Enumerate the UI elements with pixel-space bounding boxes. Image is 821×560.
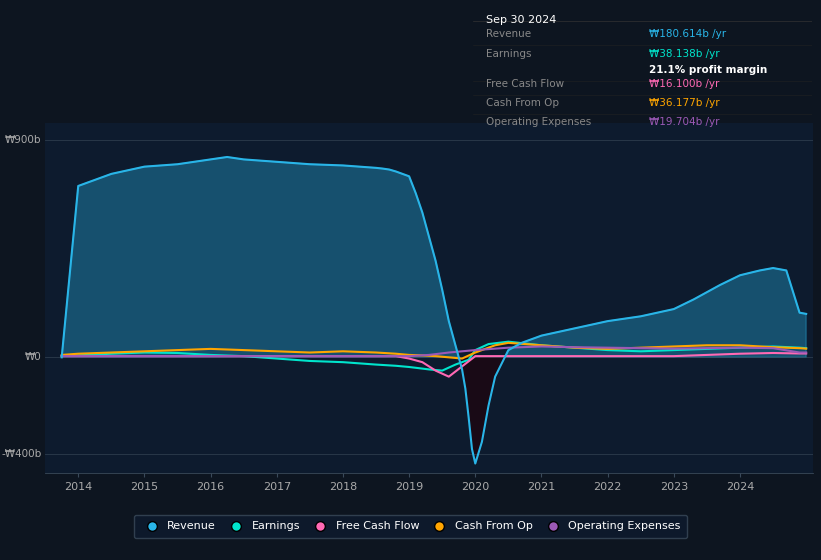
Text: Revenue: Revenue xyxy=(487,29,531,39)
Text: -₩400b: -₩400b xyxy=(1,449,41,459)
Text: ₩38.138b /yr: ₩38.138b /yr xyxy=(649,49,720,59)
Text: Free Cash Flow: Free Cash Flow xyxy=(487,80,565,89)
Text: Earnings: Earnings xyxy=(487,49,532,59)
Text: Cash From Op: Cash From Op xyxy=(487,98,559,108)
Text: ₩19.704b /yr: ₩19.704b /yr xyxy=(649,118,720,128)
Text: ₩36.177b /yr: ₩36.177b /yr xyxy=(649,98,720,108)
Text: Operating Expenses: Operating Expenses xyxy=(487,118,592,128)
Text: 21.1% profit margin: 21.1% profit margin xyxy=(649,65,768,75)
Legend: Revenue, Earnings, Free Cash Flow, Cash From Op, Operating Expenses: Revenue, Earnings, Free Cash Flow, Cash … xyxy=(134,515,687,538)
Text: ₩180.614b /yr: ₩180.614b /yr xyxy=(649,29,727,39)
Text: ₩16.100b /yr: ₩16.100b /yr xyxy=(649,80,719,89)
Text: ₩900b: ₩900b xyxy=(5,135,41,145)
Text: ₩0: ₩0 xyxy=(25,352,41,362)
Text: Sep 30 2024: Sep 30 2024 xyxy=(487,15,557,25)
